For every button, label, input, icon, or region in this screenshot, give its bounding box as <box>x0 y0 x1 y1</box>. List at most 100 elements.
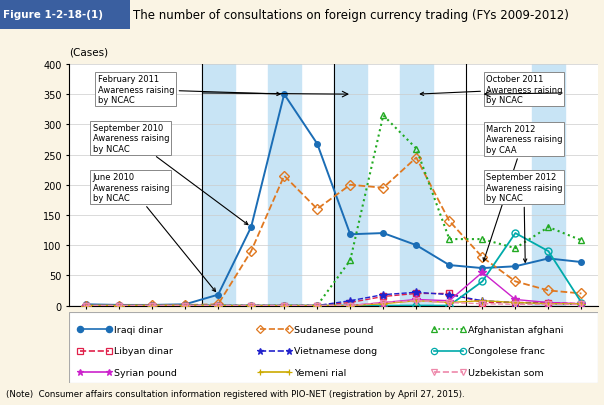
Congolese franc <box>347 303 354 308</box>
Afghanistan afghani <box>214 303 222 308</box>
Yemeni rial <box>413 298 420 303</box>
Syrian pound <box>280 303 288 308</box>
Congolese franc <box>214 303 222 308</box>
Afghanistan afghani <box>248 303 255 308</box>
Yemeni rial <box>214 303 222 308</box>
Sudanese pound <box>149 303 156 308</box>
Line: Congolese franc: Congolese franc <box>83 230 585 309</box>
Text: Syrian pound: Syrian pound <box>114 368 177 377</box>
Congolese franc <box>380 303 387 308</box>
Congolese franc <box>545 249 552 254</box>
Line: Yemeni rial: Yemeni rial <box>82 297 586 310</box>
Syrian pound <box>446 298 453 303</box>
Text: (Cases): (Cases) <box>69 47 109 57</box>
Sudanese pound <box>115 303 123 308</box>
Syrian pound <box>380 301 387 305</box>
Uzbekistan som <box>149 303 156 308</box>
Iraqi dinar <box>446 263 453 268</box>
Libyan dinar <box>512 301 519 305</box>
Iraqi dinar <box>578 260 585 265</box>
Iraqi dinar <box>512 264 519 269</box>
Libyan dinar <box>446 291 453 296</box>
Iraqi dinar <box>413 243 420 248</box>
Libyan dinar <box>413 291 420 296</box>
Sudanese pound <box>248 249 255 254</box>
Vietnamese dong <box>115 303 123 308</box>
Text: FY 2010: FY 2010 <box>247 335 289 345</box>
Vietnamese dong <box>280 303 288 308</box>
Afghanistan afghani <box>149 303 156 308</box>
Bar <box>334 65 367 306</box>
Congolese franc <box>149 303 156 308</box>
Sudanese pound <box>512 279 519 284</box>
Vietnamese dong <box>347 298 354 303</box>
Afghanistan afghani <box>115 303 123 308</box>
Iraqi dinar <box>248 225 255 230</box>
Syrian pound <box>578 302 585 307</box>
Afghanistan afghani <box>413 147 420 151</box>
Line: Vietnamese dong: Vietnamese dong <box>82 288 586 310</box>
Vietnamese dong <box>181 303 188 308</box>
Libyan dinar <box>214 303 222 308</box>
Bar <box>532 65 565 306</box>
Afghanistan afghani <box>313 303 321 308</box>
Libyan dinar <box>578 302 585 307</box>
Text: Figure 1-2-18-(1): Figure 1-2-18-(1) <box>3 10 103 20</box>
Sudanese pound <box>380 186 387 191</box>
Uzbekistan som <box>578 302 585 307</box>
Sudanese pound <box>578 291 585 296</box>
Text: Congolese franc: Congolese franc <box>469 346 545 355</box>
Uzbekistan som <box>446 301 453 305</box>
Vietnamese dong <box>446 292 453 297</box>
Congolese franc <box>280 303 288 308</box>
Syrian pound <box>347 303 354 308</box>
Congolese franc <box>248 303 255 308</box>
Yemeni rial <box>115 303 123 308</box>
Syrian pound <box>149 303 156 308</box>
Syrian pound <box>512 297 519 302</box>
Yemeni rial <box>149 303 156 308</box>
Text: Iraqi dinar: Iraqi dinar <box>114 325 163 334</box>
Syrian pound <box>214 303 222 308</box>
Vietnamese dong <box>82 303 89 308</box>
Vietnamese dong <box>248 303 255 308</box>
Libyan dinar <box>149 303 156 308</box>
Congolese franc <box>578 301 585 305</box>
Text: Afghanistan afghani: Afghanistan afghani <box>469 325 564 334</box>
Text: FY 2011: FY 2011 <box>379 335 420 345</box>
Sudanese pound <box>214 302 222 307</box>
Iraqi dinar <box>380 231 387 236</box>
Bar <box>400 65 433 306</box>
Iraqi dinar <box>181 302 188 307</box>
Libyan dinar <box>248 303 255 308</box>
Uzbekistan som <box>512 302 519 307</box>
Afghanistan afghani <box>578 238 585 243</box>
Syrian pound <box>115 303 123 308</box>
Line: Iraqi dinar: Iraqi dinar <box>83 92 584 308</box>
Yemeni rial <box>181 303 188 308</box>
Afghanistan afghani <box>280 303 288 308</box>
Vietnamese dong <box>479 298 486 303</box>
Text: June 2010
Awareness raising
by NCAC: June 2010 Awareness raising by NCAC <box>92 173 216 292</box>
Sudanese pound <box>545 288 552 293</box>
Syrian pound <box>313 303 321 308</box>
Text: October 2011
Awareness raising
by NCAC: October 2011 Awareness raising by NCAC <box>420 75 562 105</box>
Congolese franc <box>181 303 188 308</box>
Text: Uzbekistan som: Uzbekistan som <box>469 368 544 377</box>
Vietnamese dong <box>578 302 585 307</box>
Syrian pound <box>82 303 89 308</box>
Uzbekistan som <box>115 303 123 308</box>
Text: Vietnamese dong: Vietnamese dong <box>294 346 377 355</box>
Yemeni rial <box>545 302 552 307</box>
Uzbekistan som <box>380 301 387 305</box>
Yemeni rial <box>347 303 354 308</box>
Uzbekistan som <box>347 303 354 308</box>
Uzbekistan som <box>181 303 188 308</box>
Uzbekistan som <box>248 303 255 308</box>
Iraqi dinar <box>479 266 486 271</box>
Congolese franc <box>446 303 453 308</box>
Bar <box>268 65 301 306</box>
Text: (Note)  Consumer affairs consultation information registered with PIO-NET (regis: (Note) Consumer affairs consultation inf… <box>6 389 464 398</box>
Libyan dinar <box>347 301 354 305</box>
Iraqi dinar <box>149 303 156 308</box>
